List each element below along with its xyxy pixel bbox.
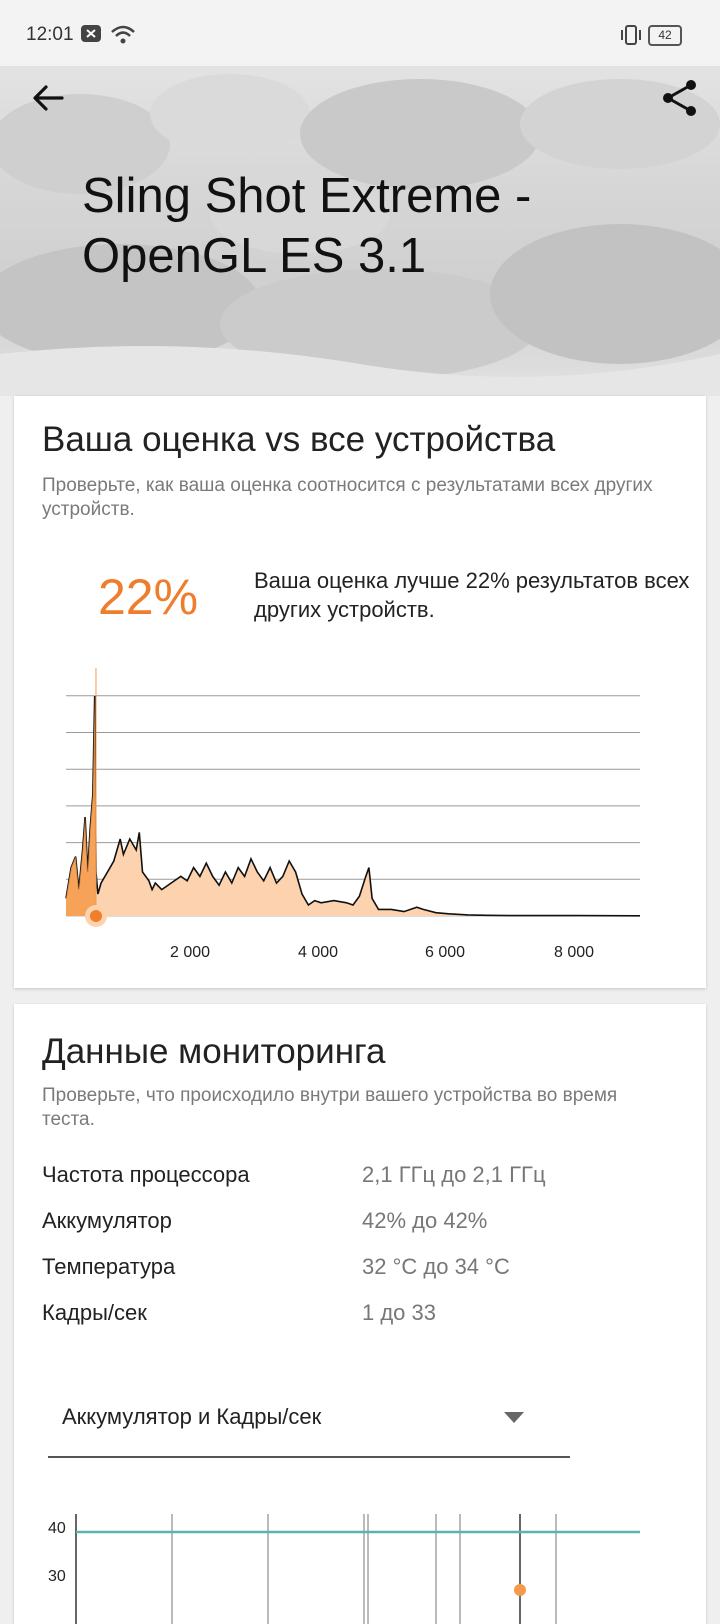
y-tick-label: 40 (48, 1520, 66, 1537)
percentile-value: 22% (98, 569, 199, 625)
monitoring-label: Кадры/сек (42, 1300, 147, 1325)
x-tick-label: 4 000 (298, 944, 339, 961)
chart-metric-dropdown[interactable]: Аккумулятор и Кадры/сек (48, 1380, 570, 1458)
back-arrow-icon[interactable] (28, 78, 68, 118)
percentile-description: Ваша оценка лучше 22% результатов всех д… (254, 568, 690, 622)
monitoring-label: Частота процессора (42, 1162, 250, 1187)
vibrate-icon (621, 25, 641, 45)
monitoring-label: Аккумулятор (42, 1208, 172, 1233)
user-score-marker[interactable] (89, 910, 102, 922)
user-score-highlight (66, 696, 96, 916)
monitoring-chart[interactable] (14, 1504, 706, 1624)
monitoring-value: 1 до 33 (362, 1300, 437, 1325)
comparison-subtitle: Проверьте, как ваша оценка соотносится с… (42, 475, 653, 520)
dropdown-selected-value: Аккумулятор и Кадры/сек (62, 1404, 322, 1429)
monitoring-value: 42% до 42% (362, 1208, 488, 1233)
monitoring-card: Данные мониторинга Проверьте, что происх… (14, 1004, 706, 1624)
monitoring-subtitle: Проверьте, что происходило внутри вашего… (42, 1085, 618, 1130)
monitoring-value: 32 °C до 34 °C (362, 1254, 510, 1279)
x-tick-label: 8 000 (554, 944, 595, 961)
battery-level: 42 (658, 28, 672, 42)
share-icon[interactable] (658, 76, 702, 120)
distribution-area (66, 696, 640, 916)
comparison-title: Ваша оценка vs все устройства (42, 420, 556, 459)
battery-icon: 42 (648, 25, 682, 46)
x-tick-label: 2 000 (170, 944, 211, 961)
monitoring-label: Температура (42, 1254, 176, 1279)
hero-header (0, 54, 720, 396)
x-tick-label: 6 000 (425, 944, 466, 961)
score-distribution-chart[interactable] (14, 396, 706, 988)
monitoring-value: 2,1 ГГц до 2,1 ГГц (362, 1162, 546, 1187)
distribution-line (65, 695, 641, 917)
y-tick-label: 30 (48, 1568, 66, 1585)
dropdown-arrow-icon[interactable] (504, 1412, 524, 1423)
header-background-image (0, 74, 720, 396)
score-comparison-card: Ваша оценка vs все устройства Проверьте,… (14, 396, 706, 988)
monitoring-title: Данные мониторинга (42, 1032, 386, 1071)
notification-icon (81, 25, 101, 42)
test-title: Sling Shot Extreme - OpenGL ES 3.1 (82, 169, 532, 283)
status-time: 12:01 (26, 24, 74, 45)
status-bar: 12:01 42 (0, 0, 720, 66)
wifi-icon (111, 25, 135, 44)
